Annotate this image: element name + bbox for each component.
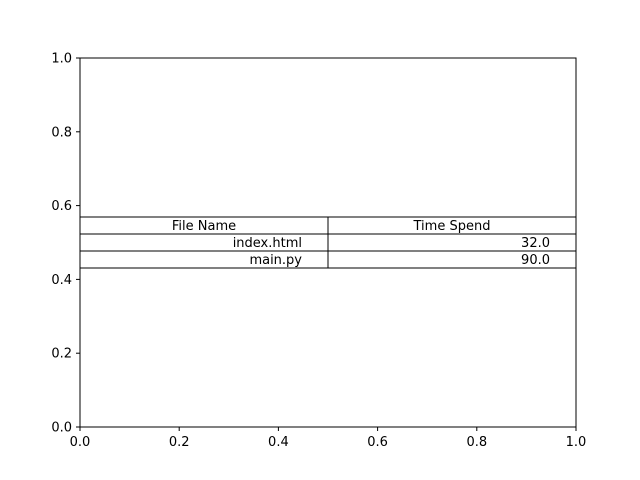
- cell-value: 90.0: [521, 253, 550, 268]
- y-tick-label: 0.2: [51, 347, 72, 362]
- y-tick-label: 0.6: [51, 199, 72, 214]
- y-tick-label: 0.0: [51, 421, 72, 436]
- cell-value: 32.0: [521, 236, 550, 251]
- data-table: File Name Time Spend index.html 32.0 main.py…: [79, 216, 577, 269]
- x-axis: 0.0 0.2 0.4 0.6 0.8 1.0: [70, 427, 587, 450]
- y-axis: 0.0 0.2 0.4 0.6 0.8 1.0: [51, 52, 80, 436]
- y-tick-label: 1.0: [51, 52, 72, 67]
- x-tick-label: 0.2: [169, 435, 190, 450]
- cell-value: main.py: [249, 253, 302, 268]
- x-tick-label: 1.0: [566, 435, 587, 450]
- y-tick-label: 0.4: [51, 273, 72, 288]
- y-tick-label: 0.8: [51, 125, 72, 140]
- x-tick-label: 0.0: [70, 435, 91, 450]
- column-header: Time Spend: [413, 219, 491, 234]
- cell-value: index.html: [233, 236, 302, 251]
- table-cell: [327, 250, 577, 269]
- x-tick-label: 0.4: [268, 435, 289, 450]
- x-tick-label: 0.8: [466, 435, 487, 450]
- x-tick-label: 0.6: [367, 435, 388, 450]
- column-header: File Name: [172, 219, 236, 234]
